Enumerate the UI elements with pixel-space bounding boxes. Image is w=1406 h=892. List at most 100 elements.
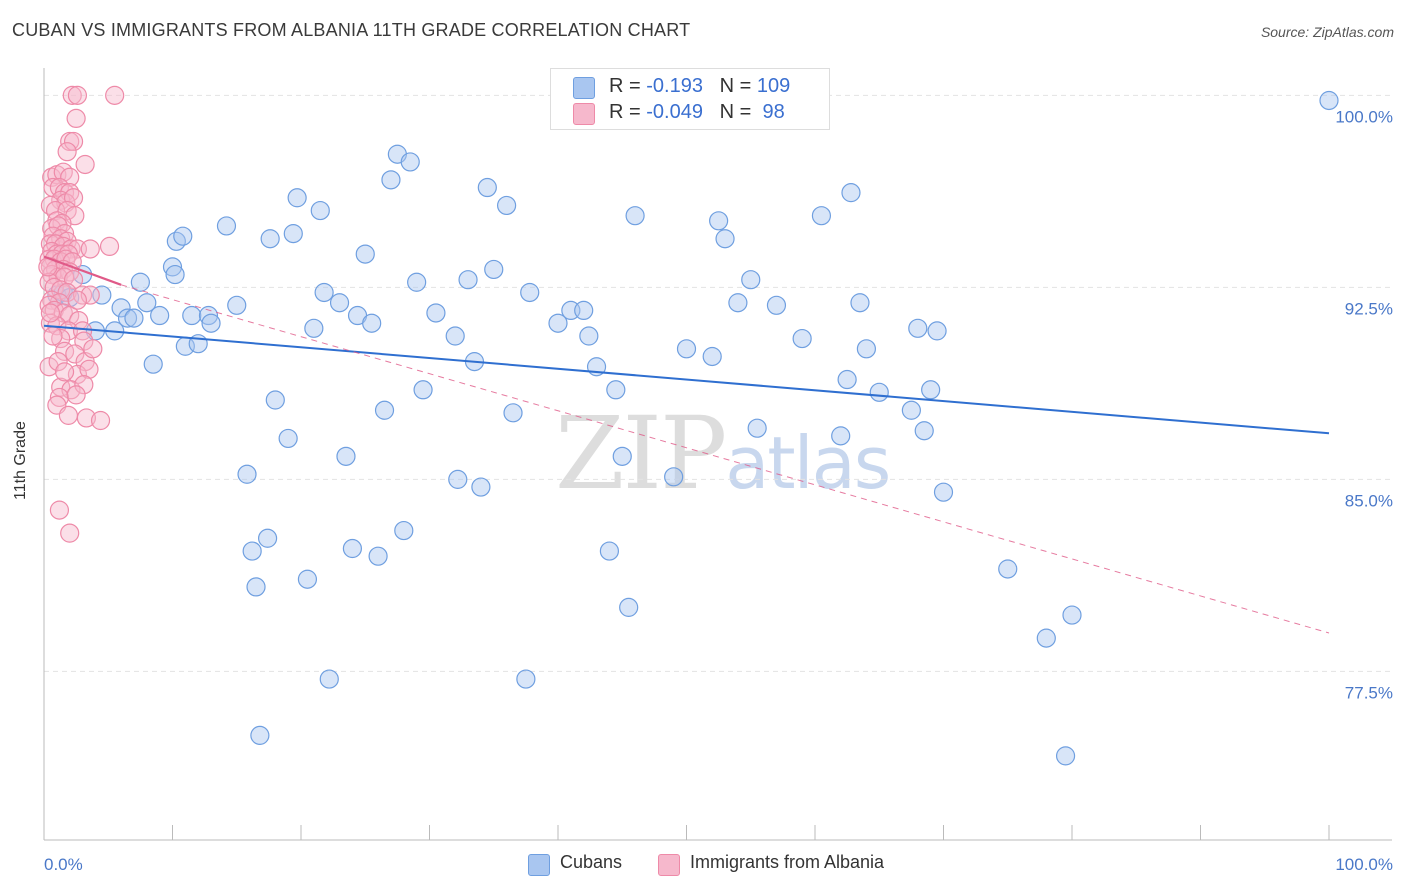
albania-point [76, 408, 97, 428]
cubans-point [201, 313, 221, 333]
watermark-zip: ZIP [555, 395, 727, 512]
albania-point [60, 305, 80, 326]
cubans-point [283, 224, 303, 244]
bottom-legend-swatch-albania [658, 854, 680, 876]
cubans-point [413, 380, 433, 400]
albania-point [65, 344, 85, 364]
cubans-point [520, 282, 540, 303]
cubans-point [612, 446, 632, 466]
legend-r-label: R = [609, 75, 647, 97]
cubans-point [278, 428, 298, 449]
cubans-point [198, 305, 219, 326]
cubans-point [250, 725, 270, 745]
albania-point [57, 282, 77, 303]
cubans-point [394, 520, 414, 541]
cubans-point [150, 305, 170, 326]
albania-point [75, 154, 95, 175]
cubans-point [837, 369, 857, 390]
cubans-point [477, 177, 497, 198]
cubans-point [314, 282, 334, 303]
albania-point [40, 303, 61, 323]
cubans-point [368, 546, 388, 566]
cubans-point [856, 339, 877, 359]
cubans-point [664, 467, 684, 487]
cubans-point [471, 477, 491, 497]
cubans-point [257, 528, 278, 548]
watermark: ZIPatlas [555, 395, 891, 512]
albania-point [58, 321, 79, 341]
legend-r-value: -0.049 [646, 101, 703, 123]
bottom-legend-swatch-cubans [528, 854, 550, 876]
cubans-point [117, 308, 138, 328]
cubans-point [869, 382, 889, 402]
cubans-point [908, 318, 928, 338]
cubans-point [933, 482, 954, 502]
albania-point [72, 285, 93, 305]
cubans-point [458, 270, 478, 290]
source-label: Source: ZipAtlas.com [1260, 24, 1394, 40]
cubans-point [1319, 90, 1339, 111]
albania-point [63, 131, 84, 152]
cubans-point [841, 183, 861, 203]
cubans-point [407, 272, 427, 292]
albania-point [54, 362, 75, 382]
albania-trend-line [43, 255, 122, 286]
y-tick-label: 100.0% [1335, 107, 1393, 126]
cubans-point [342, 538, 362, 559]
y-axis-label: 11th Grade [12, 421, 29, 500]
cubans-point [579, 326, 599, 346]
cubans-point [574, 300, 594, 321]
cubans-point [998, 559, 1018, 579]
albania-point [49, 500, 70, 520]
albania-point [67, 290, 88, 310]
cubans-point [265, 390, 285, 410]
cubans-point [319, 669, 339, 689]
albania-point [48, 352, 68, 372]
cubans-point [92, 285, 112, 305]
albania-point [79, 359, 99, 379]
cubans-point [111, 298, 131, 318]
albania-point [39, 357, 59, 377]
albania-point [83, 339, 103, 359]
cubans-point [304, 318, 324, 338]
cubans-point [143, 354, 163, 374]
cubans-point [426, 303, 446, 323]
cubans-point [548, 313, 568, 333]
cubans-point [381, 170, 401, 190]
legend-n-value: 98 [756, 101, 785, 123]
x-tick-label: 100.0% [1335, 855, 1393, 874]
albania-point [74, 375, 94, 395]
cubans-point [811, 206, 832, 226]
cubans-point [310, 200, 330, 221]
cubans-point [747, 418, 767, 438]
cubans-point [497, 195, 517, 216]
watermark-atlas: atlas [725, 421, 891, 505]
cubans-point [260, 229, 280, 249]
albania-point [57, 142, 77, 162]
x-tick-label: 0.0% [44, 855, 83, 874]
cubans-trend-line [43, 324, 1330, 435]
cubans-point [625, 206, 645, 226]
albania-point [49, 387, 70, 408]
albania-point [61, 380, 81, 400]
albania-point [72, 321, 93, 341]
albania-point [80, 285, 100, 305]
cubans-point [503, 403, 523, 423]
cubans-point [329, 293, 350, 313]
cubans-point [715, 229, 735, 249]
cubans-point [173, 226, 193, 246]
y-tick-label: 85.0% [1345, 491, 1393, 510]
cubans-point [287, 188, 307, 208]
cubans-point [766, 295, 787, 315]
cubans-point [516, 669, 536, 689]
cubans-point [374, 400, 395, 420]
cubans-point [702, 346, 722, 367]
legend-n-label: N = [719, 101, 757, 123]
cubans-point [741, 270, 761, 290]
cubans-point [484, 259, 504, 280]
cubans-point [1055, 746, 1076, 766]
albania-point [66, 385, 86, 405]
albania-trend-line-extended [120, 284, 1330, 634]
cubans-point [216, 216, 237, 236]
cubans-point [182, 305, 202, 326]
